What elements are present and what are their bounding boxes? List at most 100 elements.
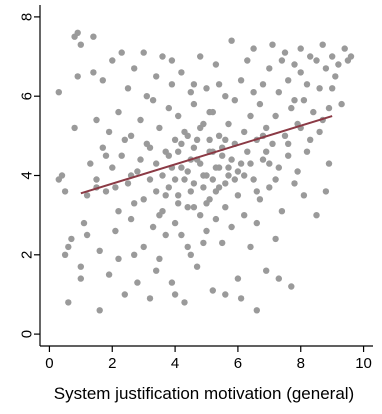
data-point: [228, 37, 235, 44]
data-point: [115, 208, 122, 215]
data-point: [266, 160, 273, 167]
data-point: [61, 188, 69, 195]
data-point: [143, 93, 150, 100]
data-point: [307, 53, 314, 60]
data-point: [294, 168, 301, 175]
data-point: [225, 164, 232, 171]
data-point: [80, 219, 88, 227]
data-point: [171, 219, 179, 227]
fit-layer: [80, 115, 333, 195]
data-point: [222, 291, 229, 298]
data-point: [137, 156, 144, 163]
data-point: [193, 263, 201, 270]
y-tick-label: 2: [18, 251, 35, 259]
data-point: [140, 49, 147, 56]
data-point: [247, 160, 254, 167]
data-point: [300, 192, 308, 199]
data-point: [115, 255, 122, 262]
x-axis-label: System justification motivation (general…: [54, 384, 354, 403]
data-point: [285, 140, 292, 147]
data-point: [206, 136, 213, 143]
data-point: [131, 65, 138, 72]
data-point: [127, 132, 135, 139]
axes-layer: 0 2 4 6 8 0 2 4 6 8 10: [18, 5, 373, 372]
data-point: [146, 176, 154, 183]
data-point: [322, 65, 330, 72]
data-point: [65, 299, 72, 306]
data-point: [329, 53, 336, 60]
data-point: [190, 204, 198, 211]
points-layer: [55, 29, 355, 314]
data-point: [178, 231, 185, 239]
data-point: [225, 172, 232, 179]
data-point: [168, 81, 176, 88]
data-point: [178, 164, 185, 171]
data-point: [165, 184, 172, 191]
data-point: [259, 81, 267, 88]
data-point: [200, 239, 207, 247]
data-point: [131, 251, 138, 258]
data-point: [310, 108, 317, 116]
data-point: [209, 176, 216, 183]
data-point: [241, 172, 248, 179]
data-point: [184, 204, 191, 211]
data-point: [288, 283, 295, 290]
data-point: [156, 124, 163, 132]
data-point: [225, 120, 232, 128]
data-point: [181, 176, 188, 183]
data-point: [178, 140, 185, 147]
data-point: [237, 77, 245, 84]
data-point: [275, 89, 282, 96]
data-point: [190, 144, 198, 151]
data-point: [347, 53, 355, 60]
data-point: [278, 57, 286, 64]
data-point: [263, 148, 270, 155]
data-point: [203, 172, 210, 179]
data-point: [307, 136, 314, 143]
x-tick-label: 0: [45, 355, 53, 372]
data-point: [253, 219, 260, 227]
data-point: [83, 192, 91, 199]
data-point: [212, 188, 220, 195]
data-point: [168, 57, 176, 64]
data-point: [266, 184, 273, 191]
data-point: [228, 156, 235, 163]
data-point: [90, 33, 97, 40]
data-point: [165, 104, 172, 112]
data-point: [77, 263, 85, 270]
data-point: [212, 61, 220, 68]
data-point: [234, 168, 242, 175]
data-point: [250, 45, 257, 52]
data-point: [134, 279, 141, 286]
data-point: [203, 200, 210, 207]
data-point: [171, 291, 179, 298]
data-point: [187, 251, 194, 258]
data-point: [237, 160, 245, 167]
data-point: [162, 192, 169, 199]
data-point: [259, 156, 267, 163]
x-tick-label: 10: [355, 355, 372, 372]
data-point: [269, 41, 276, 48]
data-point: [206, 108, 213, 116]
data-point: [269, 140, 276, 147]
data-point: [241, 212, 248, 219]
fit-line: [80, 115, 333, 195]
data-point: [146, 144, 154, 151]
data-point: [68, 235, 75, 243]
data-point: [74, 73, 81, 80]
data-point: [278, 208, 286, 215]
data-point: [228, 223, 235, 231]
data-point: [322, 188, 330, 195]
data-point: [234, 275, 242, 282]
data-point: [266, 65, 273, 72]
data-point: [234, 192, 242, 199]
data-point: [313, 212, 320, 219]
data-point: [297, 45, 304, 52]
data-point: [197, 212, 204, 219]
data-point: [285, 77, 292, 84]
data-point: [272, 112, 279, 120]
data-point: [332, 73, 339, 80]
data-point: [153, 160, 160, 167]
data-point: [184, 243, 191, 251]
